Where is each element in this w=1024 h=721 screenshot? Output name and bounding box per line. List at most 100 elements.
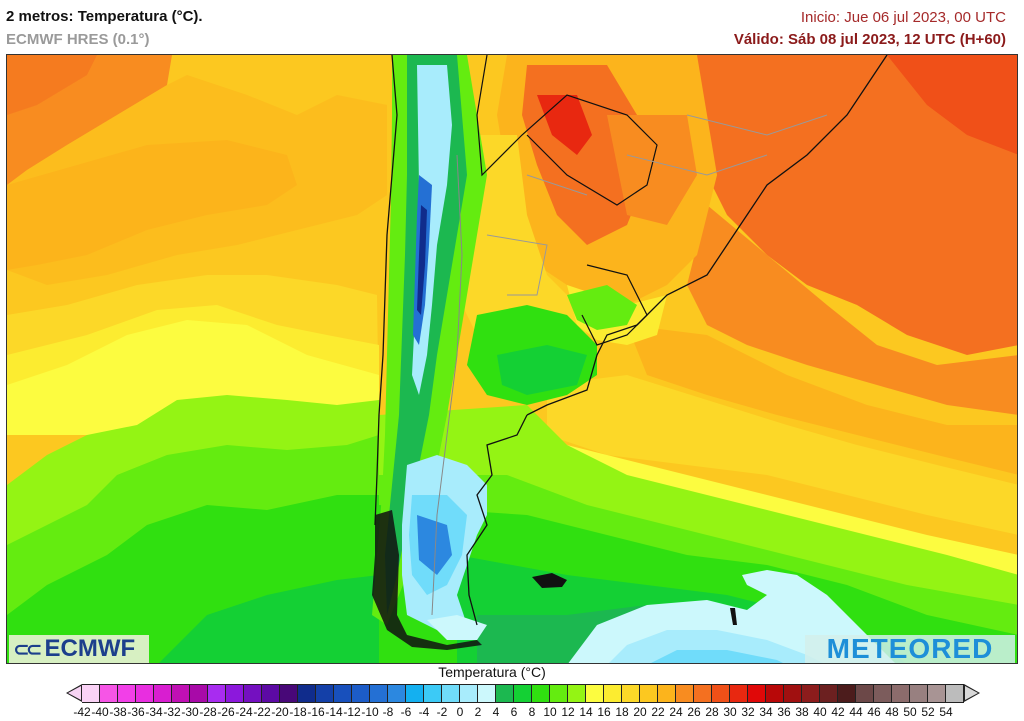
header-valid-time: Válido: Sáb 08 jul 2023, 12 UTC (H+60) [733,31,1006,48]
colorbar-tick-label: 42 [831,705,845,719]
colorbar-tick-label: 28 [705,705,719,719]
colorbar-swatch [532,684,550,703]
colorbar-swatch [172,684,190,703]
meteored-logo-text: METEORED [826,633,994,664]
colorbar-tick-label: 22 [651,705,665,719]
colorbar-swatch [784,684,802,703]
colorbar-tick-label: -26 [217,705,235,719]
header-title: 2 metros: Temperatura (°C). [6,8,203,25]
colorbar-tick-label: -22 [253,705,271,719]
colorbar-tick-label: 18 [615,705,629,719]
colorbar-ticks: -42 -40 -38 -36 -34 -32 -30 -28 -26 -24 -22 -20 -18-… [0,705,1024,721]
colorbar-swatch [82,684,100,703]
colorbar [66,684,980,703]
colorbar-tick-label: 54 [939,705,953,719]
colorbar-swatch [208,684,226,703]
colorbar-swatch [748,684,766,703]
colorbar-swatch [442,684,460,703]
colorbar-swatch [118,684,136,703]
colorbar-swatch [604,684,622,703]
colorbar-tick-label: 50 [903,705,917,719]
colorbar-title: Temperatura (°C) [438,664,546,680]
colorbar-swatch [838,684,856,703]
temperature-map: ⊂⊂ ECMWF METEORED [6,54,1018,664]
colorbar-tick-label: -38 [109,705,127,719]
colorbar-title-wrap: Temperatura (°C) [0,664,1024,680]
colorbar-tick-label: 16 [597,705,611,719]
colorbar-swatch [586,684,604,703]
colorbar-tick-label: -28 [199,705,217,719]
colorbar-tick-label: 48 [885,705,899,719]
colorbar-swatch [856,684,874,703]
colorbar-tick-label: -34 [145,705,163,719]
colorbar-swatch [676,684,694,703]
colorbar-tick-label: 4 [492,705,500,719]
colorbar-swatch [136,684,154,703]
header-model: ECMWF HRES (0.1°) [6,31,150,48]
colorbar-tick-label: -20 [271,705,289,719]
colorbar-swatch [280,684,298,703]
colorbar-swatch [298,684,316,703]
colorbar-tick-label: 52 [921,705,935,719]
colorbar-tick-label: 38 [795,705,809,719]
map-field [7,55,1017,663]
colorbar-tick-label: -36 [127,705,145,719]
colorbar-swatch [190,684,208,703]
colorbar-swatch [424,684,442,703]
colorbar-swatch [316,684,334,703]
colorbar-swatch [928,684,946,703]
colorbar-swatch [946,684,964,703]
colorbar-swatch [622,684,640,703]
colorbar-swatch [460,684,478,703]
colorbar-tick-label: 36 [777,705,791,719]
header-init-time: Inicio: Jue 06 jul 2023, 00 UTC [800,9,1006,26]
ecmwf-logo: ⊂⊂ ECMWF [9,635,149,663]
colorbar-swatch [802,684,820,703]
colorbar-tick-label: 34 [759,705,773,719]
colorbar-tick-label: -30 [181,705,199,719]
colorbar-swatch [154,684,172,703]
colorbar-tick-label: 24 [669,705,683,719]
colorbar-tick-label: 12 [561,705,575,719]
ecmwf-logo-text: ECMWF [44,635,136,662]
colorbar-swatch [658,684,676,703]
colorbar-tick-label: -32 [163,705,181,719]
colorbar-tick-label: 8 [528,705,536,719]
colorbar-swatch [478,684,496,703]
colorbar-swatch [514,684,532,703]
colorbar-tick-label: 40 [813,705,827,719]
colorbar-tick-label: -14 [325,705,343,719]
colorbar-tick-label: 2 [474,705,482,719]
colorbar-swatch [550,684,568,703]
colorbar-swatch [370,684,388,703]
colorbar-tick-label: -2 [436,705,448,719]
colorbar-tick-label: -16 [307,705,325,719]
colorbar-over-arrow-icon [964,684,980,702]
meteored-logo: METEORED [805,633,1015,664]
colorbar-tick-label: 20 [633,705,647,719]
colorbar-tick-label: 44 [849,705,863,719]
colorbar-swatch [874,684,892,703]
colorbar-swatch [244,684,262,703]
colorbar-tick-label: -6 [400,705,412,719]
colorbar-swatch [892,684,910,703]
colorbar-swatch [820,684,838,703]
colorbar-tick-label: -42 [73,705,91,719]
colorbar-swatch [694,684,712,703]
colorbar-tick-label: 14 [579,705,593,719]
colorbar-swatch [334,684,352,703]
colorbar-tick-label: -40 [91,705,109,719]
colorbar-tick-label: 46 [867,705,881,719]
colorbar-tick-label: 30 [723,705,737,719]
colorbar-swatch [352,684,370,703]
colorbar-tick-label: -12 [343,705,361,719]
colorbar-tick-label: 10 [543,705,557,719]
colorbar-tick-label: 0 [456,705,464,719]
ecmwf-mark-icon: ⊂⊂ [13,637,42,661]
colorbar-swatch [910,684,928,703]
colorbar-swatch [262,684,280,703]
colorbar-swatch [100,684,118,703]
colorbar-tick-label: -4 [418,705,430,719]
colorbar-tick-label: -18 [289,705,307,719]
colorbar-tick-label: 26 [687,705,701,719]
